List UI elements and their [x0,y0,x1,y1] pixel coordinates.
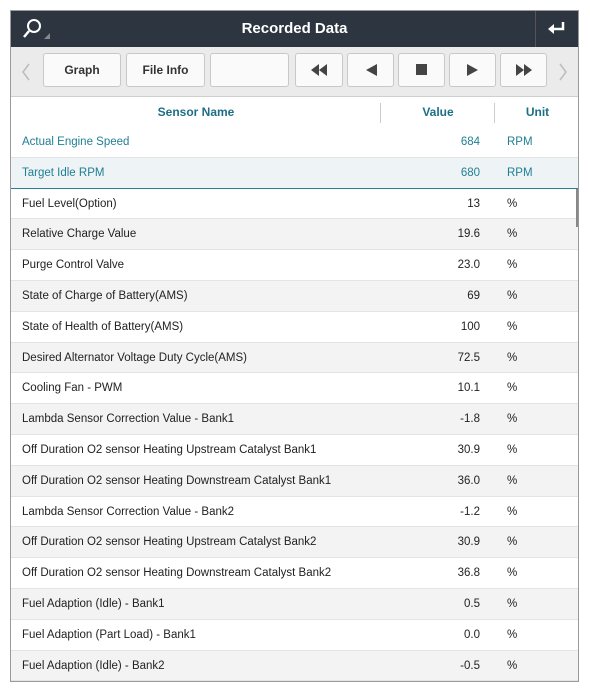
data-row[interactable]: Relative Charge Value 19.6% [11,219,578,251]
sensor-unit: % [507,536,518,549]
data-row[interactable]: Off Duration O2 sensor Heating Downstrea… [11,558,578,589]
column-header[interactable]: Unit [525,105,550,119]
top-bar: Recorded Data [11,11,578,47]
sensor-name: State of Charge of Battery(AMS) [22,290,188,302]
sensor-name: Actual Engine Speed [22,136,130,148]
sensor-value: 680 [460,166,480,179]
forward-button[interactable] [500,53,547,87]
sensor-unit: % [507,228,518,241]
data-row[interactable]: Fuel Adaption (Idle) - Bank2 -0.5% [11,650,578,681]
toolbar: Graph File Info [11,47,578,97]
data-row[interactable]: Desired Alternator Voltage Duty Cycle(AM… [11,342,578,374]
sensor-name: Off Duration O2 sensor Heating Downstrea… [22,474,332,487]
sensor-value: 0.0 [464,628,480,641]
sensor-name: Purge Control Valve [22,259,125,272]
sensor-value: 36.0 [457,474,480,487]
rewind-button[interactable] [295,53,343,87]
divider [494,103,495,123]
data-row[interactable]: Lambda Sensor Correction Value - Bank1 -1… [11,404,578,435]
sensor-unit: % [507,567,518,580]
data-row[interactable]: Cooling Fan - PWM 10.1% [11,373,578,405]
sensor-name: Fuel Adaption (Idle) - Bank2 [22,659,165,672]
sensor-value: -1.8 [460,413,480,426]
data-row[interactable]: Fuel Adaption (Part Load) - Bank1 0.0% [11,619,578,651]
sensor-unit: % [507,351,518,364]
sensor-unit: RPM [507,166,533,179]
sensor-value: 13 [467,197,480,210]
data-row[interactable]: Off Duration O2 sensor Heating Upstream … [11,435,578,466]
sensor-value: 10.1 [457,382,480,395]
sensor-value: 30.9 [457,444,480,456]
sensor-name: Off Duration O2 sensor Heating Downstrea… [22,567,332,580]
sensor-value: 100 [460,320,480,333]
sensor-name: Fuel Level(Option) [22,197,117,210]
scroll-right[interactable] [556,47,570,96]
sensor-unit: % [507,290,518,302]
sensor-name: Relative Charge Value [22,228,137,241]
sensor-unit: % [507,659,518,672]
sensor-value: 72.5 [457,351,480,364]
sensor-value: -0.5 [460,659,480,672]
pinned-row[interactable]: Actual Engine Speed 684 RPM [11,127,578,158]
data-row[interactable]: Fuel Adaption (Idle) - Bank1 0.5% [11,589,578,620]
pinned-row[interactable]: Target Idle RPM 680 RPM [11,157,578,189]
sensor-name: Lambda Sensor Correction Value - Bank2 [22,505,235,518]
sensor-unit: % [507,505,518,518]
app: Recorded Data Graph File Info Sensor Nam… [10,10,579,682]
title: Recorded Data [241,20,348,37]
sensor-value: 19.6 [457,228,480,241]
sensor-name: Cooling Fan - PWM [22,382,123,395]
data-row[interactable]: Fuel Level(Option) 13% [11,188,578,220]
file-info-button[interactable]: File Info [126,53,205,87]
sensor-unit: % [507,628,518,641]
scroll-left[interactable] [19,47,33,96]
sensor-unit: % [507,382,518,395]
sensor-value: 0.5 [464,598,480,610]
play-button[interactable] [449,53,496,87]
sensor-name: Fuel Adaption (Part Load) - Bank1 [22,628,196,641]
sensor-unit: % [507,598,518,610]
sensor-name: Off Duration O2 sensor Heating Upstream … [22,536,317,549]
sensor-unit: RPM [507,136,533,148]
sensor-value: -1.2 [460,505,480,518]
column-header[interactable]: Value [422,105,454,119]
sensor-value: 30.9 [457,536,480,549]
sensor-name: Target Idle RPM [22,166,105,179]
graph-button[interactable]: Graph [43,53,121,87]
data-row[interactable]: State of Health of Battery(AMS) 100% [11,311,578,343]
sensor-name: State of Health of Battery(AMS) [22,320,184,333]
data-row[interactable]: Lambda Sensor Correction Value - Bank2 -1… [11,496,578,528]
sensor-unit: % [507,413,518,426]
stop-button[interactable] [398,53,445,87]
prev-button[interactable] [347,53,394,87]
table-header: Sensor Name Value Unit [11,97,578,128]
sensor-unit: % [507,444,518,456]
data-row[interactable]: Off Duration O2 sensor Heating Upstream … [11,527,578,559]
data-row[interactable]: State of Charge of Battery(AMS) 69% [11,281,578,312]
sensor-value: 684 [460,136,480,148]
column-header[interactable]: Sensor Name [157,105,235,119]
sensor-name: Fuel Adaption (Idle) - Bank1 [22,598,165,610]
sensor-name: Desired Alternator Voltage Duty Cycle(AM… [22,351,247,364]
sensor-name: Lambda Sensor Correction Value - Bank1 [22,413,235,426]
sensor-unit: % [507,197,518,210]
sensor-value: 69 [467,290,480,302]
sensor-value: 36.8 [457,567,480,580]
search-button[interactable] [17,11,57,47]
empty-button[interactable] [210,53,289,87]
back-button[interactable] [535,11,578,47]
sensor-unit: % [507,259,518,272]
sensor-unit: % [507,320,518,333]
sensor-name: Off Duration O2 sensor Heating Upstream … [22,444,317,456]
data-row[interactable]: Purge Control Valve 23.0% [11,250,578,281]
divider [380,103,381,123]
sensor-unit: % [507,474,518,487]
sensor-value: 23.0 [457,259,480,272]
data-row[interactable]: Off Duration O2 sensor Heating Downstrea… [11,465,578,497]
scrollbar [576,189,578,227]
